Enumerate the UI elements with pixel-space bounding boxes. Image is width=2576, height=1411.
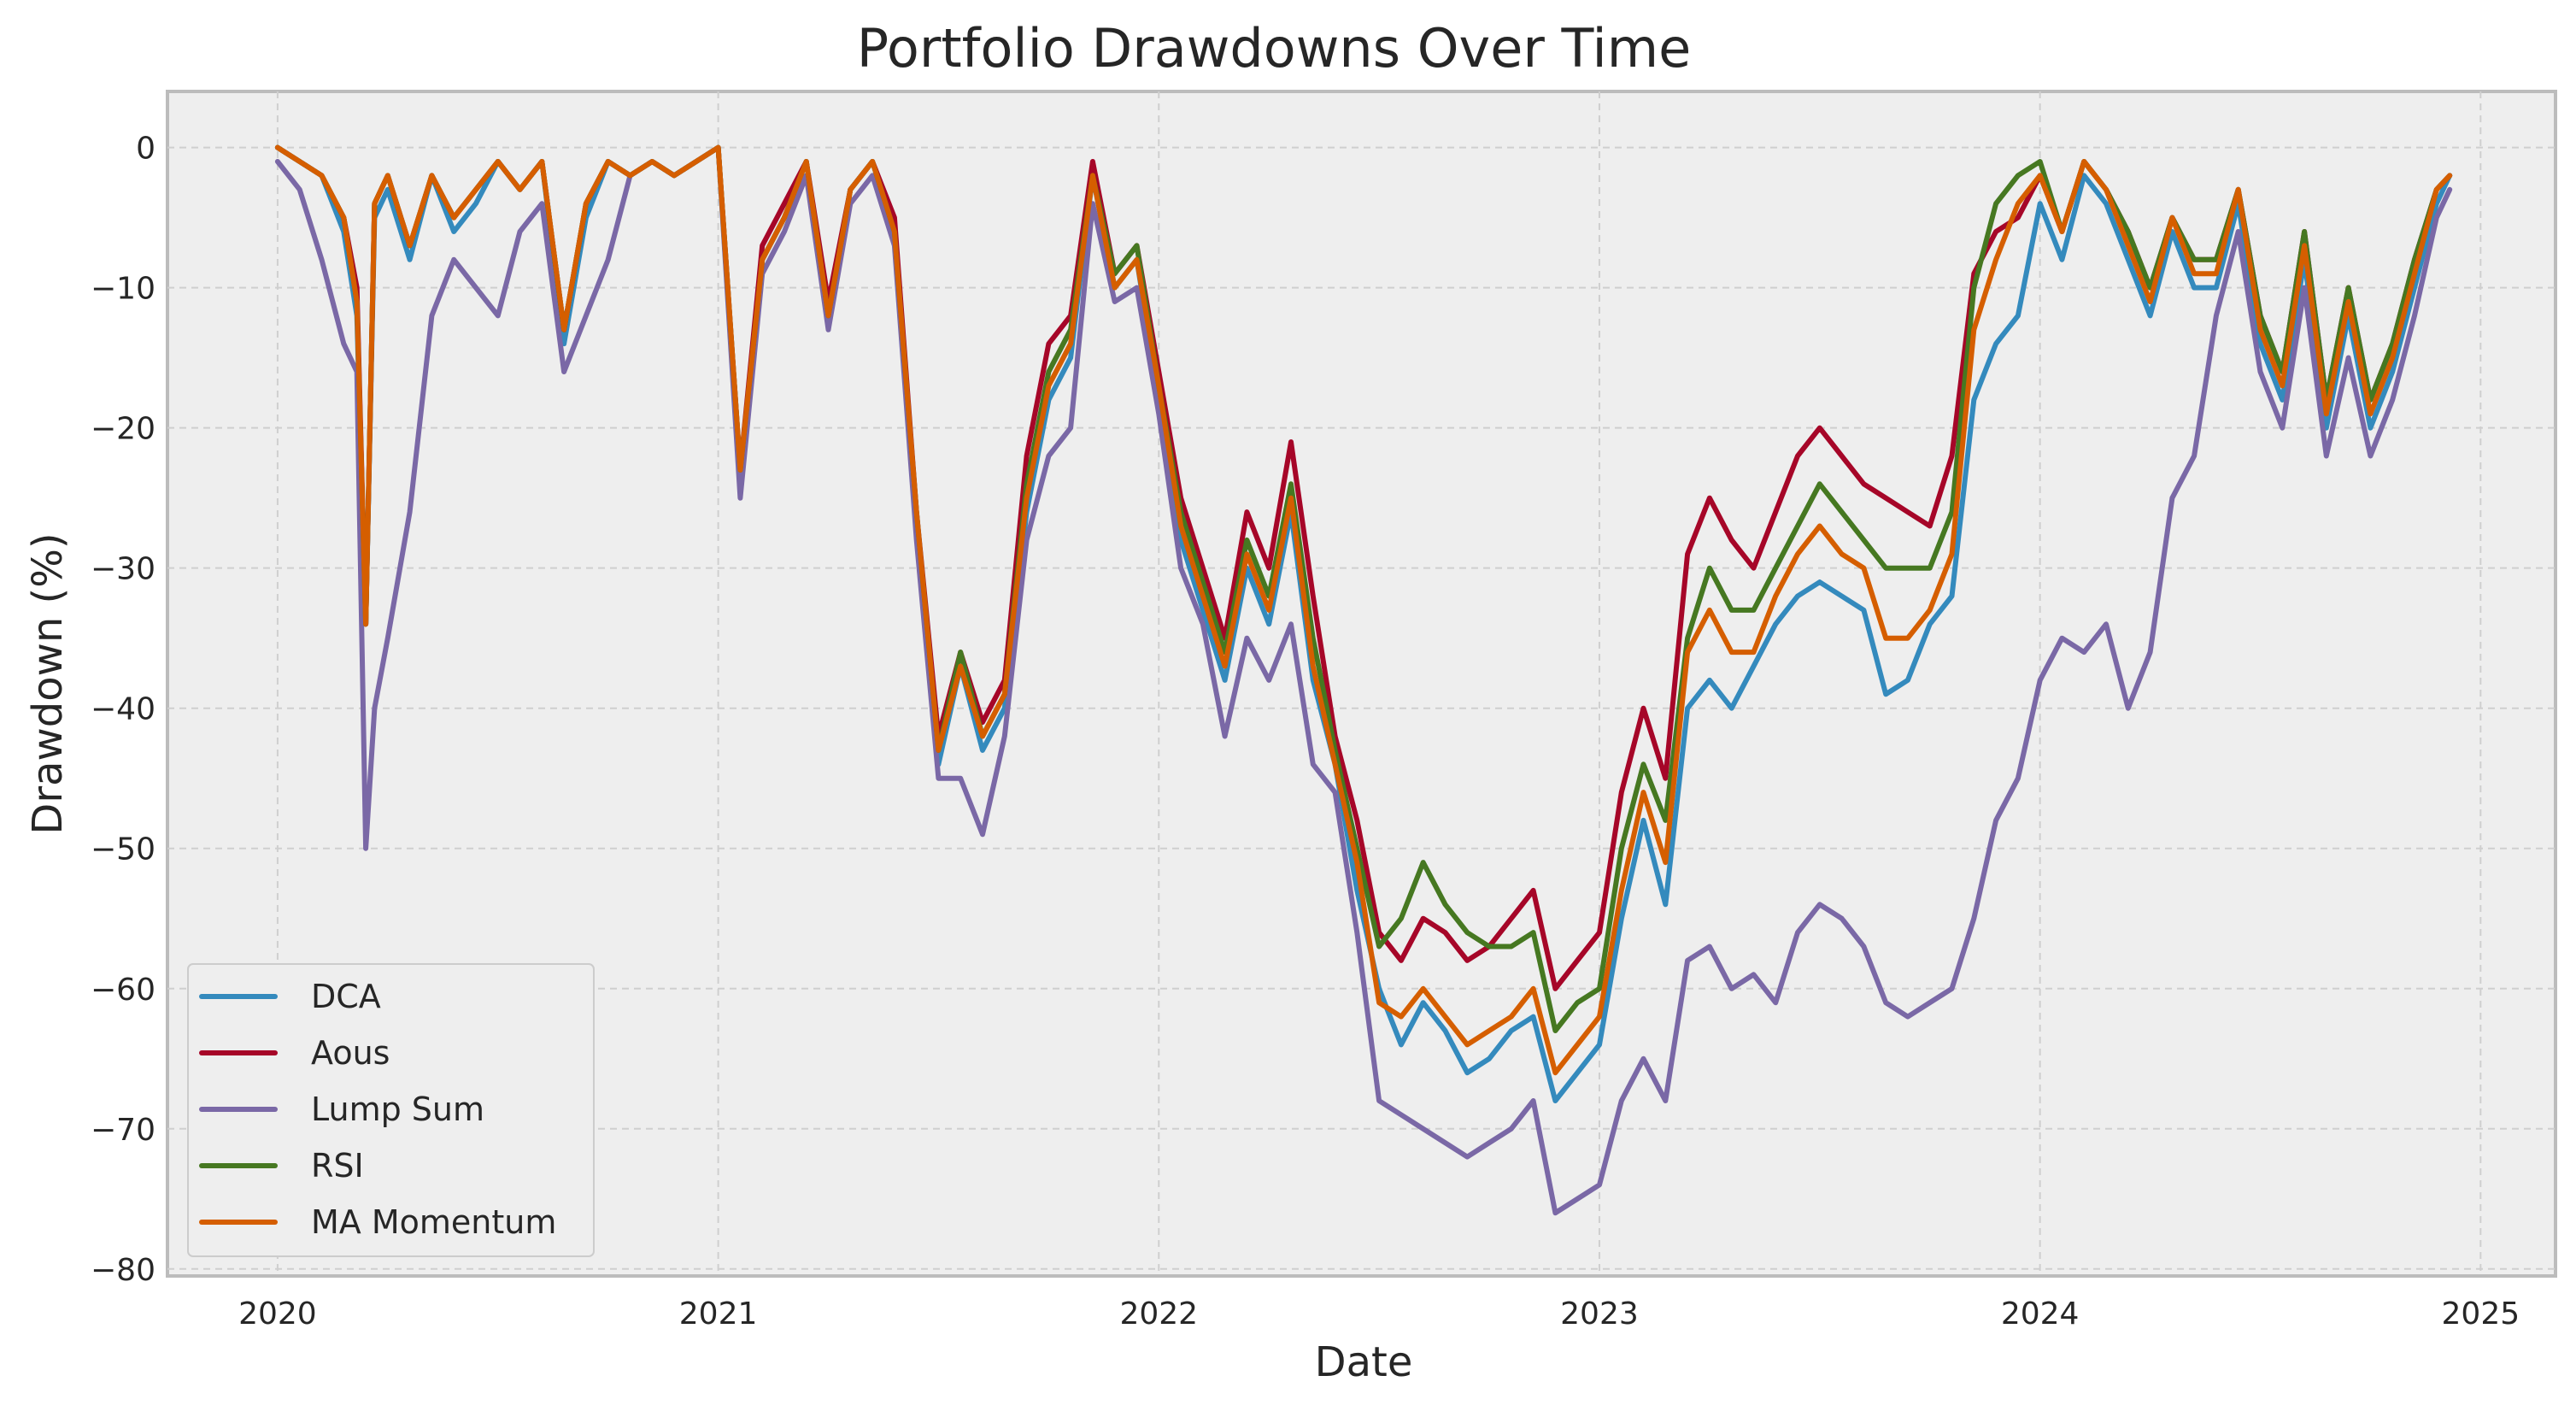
x-tick-label: 2021 [679, 1296, 758, 1332]
y-tick-label: −80 [91, 1253, 155, 1288]
legend: DCA Aous Lump Sum RSI MA Momentum [187, 963, 595, 1257]
y-tick-label: −50 [91, 832, 155, 867]
y-tick-label: −30 [91, 552, 155, 587]
x-tick-label: 2023 [1560, 1296, 1639, 1332]
x-tick-label: 2020 [238, 1296, 317, 1332]
legend-label: RSI [311, 1147, 364, 1185]
series-layer [274, 144, 2453, 1216]
x-tick-label: 2024 [2001, 1296, 2080, 1332]
chart-title: Portfolio Drawdowns Over Time [857, 17, 1692, 79]
legend-label: DCA [311, 978, 381, 1015]
y-axis-label: Drawdown (%) [24, 532, 72, 834]
x-tick-label: 2022 [1119, 1296, 1198, 1332]
legend-box [187, 963, 595, 1257]
legend-label: MA Momentum [311, 1203, 556, 1241]
legend-label: Lump Sum [311, 1091, 484, 1128]
y-tick-label: −40 [91, 692, 155, 727]
y-tick-label: −10 [91, 272, 155, 307]
x-axis-ticks: 2020 2021 2022 2023 2024 2025 [238, 1296, 2520, 1332]
x-tick-label: 2025 [2442, 1296, 2520, 1332]
series-line-lump-sum [274, 144, 2453, 1216]
y-tick-label: −20 [91, 412, 155, 447]
y-axis-ticks: 0 −10 −20 −30 −40 −50 −60 −70 −80 [91, 132, 155, 1288]
legend-label: Aous [311, 1034, 390, 1072]
series-line-ma-momentum [274, 144, 2453, 1076]
y-tick-label: 0 [136, 132, 155, 167]
x-axis-label: Date [1315, 1338, 1413, 1386]
y-tick-label: −60 [91, 973, 155, 1008]
y-tick-label: −70 [91, 1113, 155, 1148]
